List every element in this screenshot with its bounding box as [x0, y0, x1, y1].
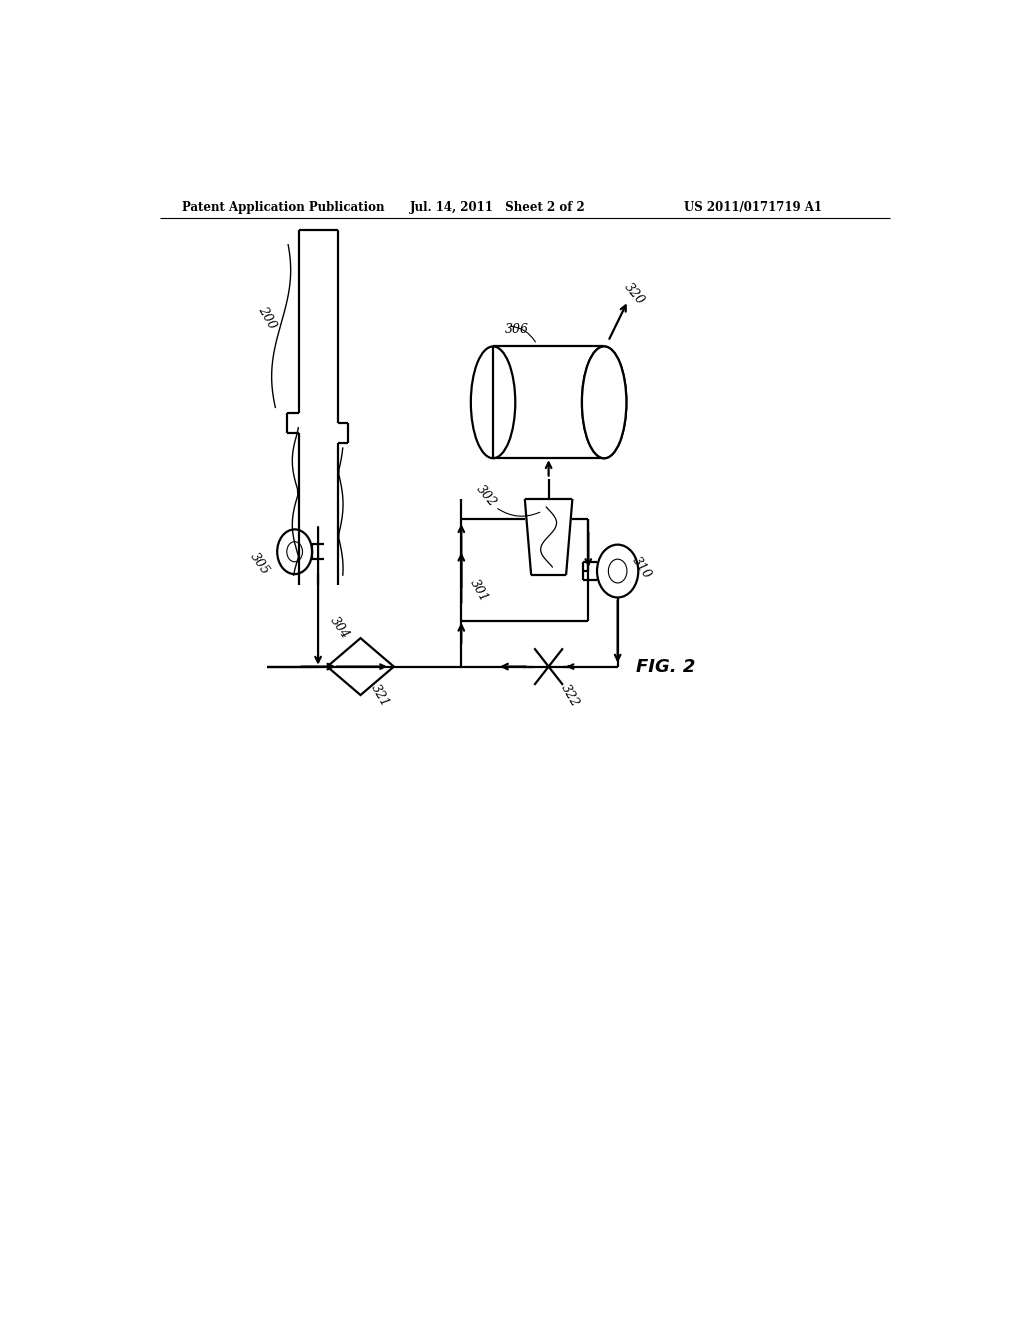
Text: FIG. 2: FIG. 2	[636, 657, 695, 676]
Text: 200: 200	[255, 304, 279, 331]
Ellipse shape	[582, 346, 627, 458]
Text: 320: 320	[622, 281, 647, 308]
Text: 310: 310	[630, 554, 654, 581]
Text: 306: 306	[505, 323, 529, 337]
Text: 302: 302	[473, 482, 499, 510]
Text: 321: 321	[369, 682, 392, 709]
Text: US 2011/0171719 A1: US 2011/0171719 A1	[684, 201, 821, 214]
Text: Patent Application Publication: Patent Application Publication	[182, 201, 384, 214]
Ellipse shape	[582, 346, 627, 458]
Text: Jul. 14, 2011   Sheet 2 of 2: Jul. 14, 2011 Sheet 2 of 2	[410, 201, 586, 214]
Text: 304: 304	[328, 614, 351, 642]
Text: 305: 305	[247, 550, 271, 577]
Text: 322: 322	[558, 682, 582, 709]
Text: 301: 301	[468, 577, 490, 605]
